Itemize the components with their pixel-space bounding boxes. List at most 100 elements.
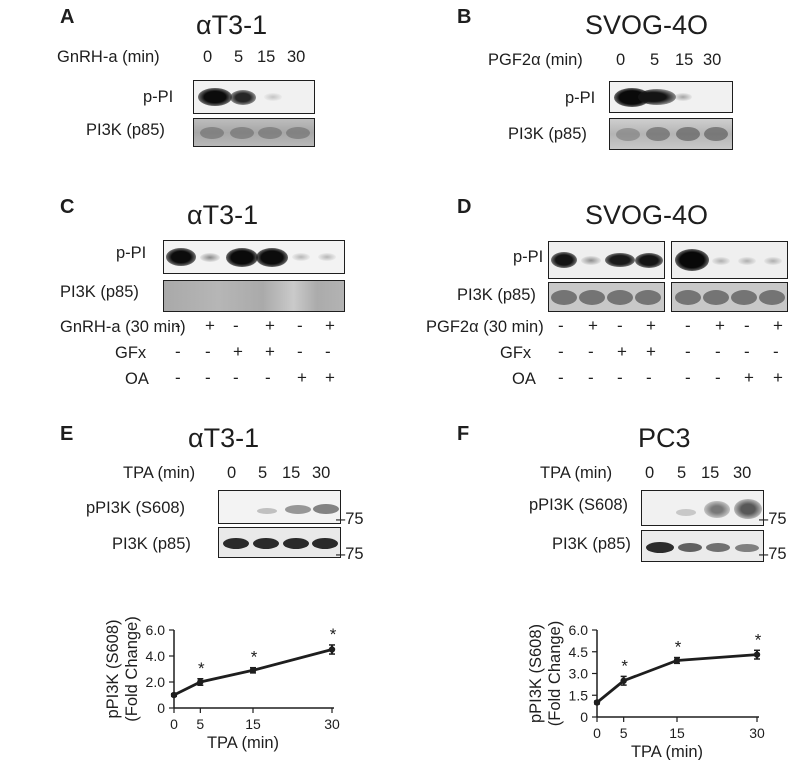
band	[638, 89, 676, 105]
band	[198, 88, 232, 106]
chart-f-data-point	[620, 677, 627, 684]
band	[200, 253, 220, 262]
chart-f-y-tick-label: 1.5	[569, 687, 589, 703]
chart-e-y-label-line-2: (Fold Change)	[123, 616, 141, 721]
panel-f-letter: F	[457, 423, 470, 445]
panel-d-sign: -	[617, 316, 623, 335]
panel-d-sign: -	[558, 316, 564, 335]
panel-d-sign: +	[773, 316, 783, 335]
panel-a-time-1: 5	[234, 48, 244, 66]
panel-d-sign: -	[773, 342, 779, 361]
chart-f-x-label: TPA (min)	[631, 743, 703, 760]
panel-d-treatment-2-label: OA	[512, 370, 536, 388]
panel-e-time-1: 5	[258, 464, 268, 482]
panel-b-label-p85: PI3K (p85)	[508, 125, 587, 143]
panel-e-mw-marker-1: –75	[336, 545, 364, 563]
band	[759, 290, 785, 305]
panel-a-title: αT3-1	[196, 10, 268, 40]
chart-e-series-line	[173, 648, 333, 697]
panel-b-time-2: 15	[675, 51, 694, 69]
panel-f-time-1: 5	[677, 464, 687, 482]
chart-f-x-tick-label: 5	[620, 725, 628, 741]
panel-c-sign: -	[297, 342, 303, 361]
band	[264, 93, 282, 101]
band	[312, 538, 338, 549]
chart-e-significance-marker: *	[251, 648, 258, 667]
band	[712, 257, 730, 265]
band	[616, 128, 640, 141]
panel-d-sign: -	[744, 342, 750, 361]
chart-f-y-tick-label: 3.0	[569, 666, 589, 682]
panel-d-sign: -	[588, 342, 594, 361]
chart-e-x-label: TPA (min)	[207, 734, 279, 752]
chart-f-y-tick-label: 6.0	[569, 622, 589, 638]
band	[675, 249, 709, 271]
band	[551, 290, 577, 305]
chart-f-x-tick-label: 0	[593, 725, 601, 741]
chart-e-significance-marker: *	[330, 625, 337, 644]
band	[675, 290, 701, 305]
panel-d-sign: -	[685, 316, 691, 335]
chart-e-significance-marker: *	[198, 659, 205, 678]
band	[318, 253, 336, 261]
chart-e-y-label-line-1: pPI3K (S608)	[104, 619, 122, 718]
band	[579, 290, 605, 305]
band	[734, 499, 762, 519]
band	[286, 127, 310, 139]
band	[646, 542, 674, 553]
band	[674, 93, 692, 101]
band	[258, 127, 282, 139]
panel-c-sign: +	[205, 316, 215, 335]
panel-e-time-2: 15	[282, 464, 301, 482]
panel-d-sign: +	[588, 316, 598, 335]
band	[256, 248, 288, 267]
panel-c-title: αT3-1	[187, 200, 259, 230]
panel-b-time-1: 5	[650, 51, 660, 69]
panel-e-pS608-blot	[218, 490, 341, 524]
band	[635, 253, 663, 268]
chart-e-data-point	[197, 678, 204, 686]
panel-d-sign: -	[715, 342, 721, 361]
panel-b-time-label: PGF2α (min)	[488, 51, 583, 69]
panel-d-p85-blot-left	[548, 282, 665, 312]
band	[704, 501, 730, 518]
panel-d-sign: -	[685, 342, 691, 361]
panel-c-sign: -	[175, 342, 181, 361]
band	[605, 253, 635, 267]
band	[635, 290, 661, 305]
panel-a-label-ppi: p-PI	[143, 88, 174, 106]
band	[704, 127, 728, 141]
chart-f-y-tick-label: 0	[580, 709, 588, 725]
band	[764, 257, 782, 265]
band	[292, 253, 310, 261]
chart-f-data-point	[673, 657, 681, 664]
panel-c-label-ppi: p-PI	[116, 244, 147, 262]
chart-e-x-tick-label: 0	[170, 716, 178, 732]
panel-d-sign: +	[646, 316, 656, 335]
panel-c-sign: +	[297, 368, 307, 387]
chart-f-significance-marker: *	[755, 630, 762, 649]
band	[738, 257, 756, 265]
panel-c-treatment-2-label: OA	[125, 370, 149, 388]
panel-d-letter: D	[457, 196, 472, 218]
panel-f-label-p85: PI3K (p85)	[552, 535, 631, 553]
band	[706, 543, 730, 552]
band	[230, 90, 256, 105]
panel-b-title: SVOG-4O	[585, 10, 709, 40]
panel-d-label-ppi: p-PI	[513, 248, 544, 266]
chart-e-y-tick-label: 0	[157, 700, 165, 716]
panel-c-treatment-1-label: GFx	[115, 344, 147, 362]
chart-e-x-tick-label: 15	[245, 716, 261, 732]
panel-d-treatment-1-label: GFx	[500, 344, 532, 362]
panel-c-sign: +	[233, 342, 243, 361]
panel-a-time-0: 0	[203, 48, 213, 66]
panel-e-p85-blot	[218, 527, 341, 558]
panel-c-p85-blot	[163, 280, 345, 312]
panel-e-label-pS608: pPI3K (S608)	[86, 499, 186, 517]
chart-f-x-tick-label: 30	[749, 725, 765, 741]
panel-c-sign: -	[233, 316, 239, 335]
band	[285, 505, 311, 514]
panel-f-time-3: 30	[733, 464, 752, 482]
band	[230, 127, 254, 139]
band	[283, 538, 309, 549]
